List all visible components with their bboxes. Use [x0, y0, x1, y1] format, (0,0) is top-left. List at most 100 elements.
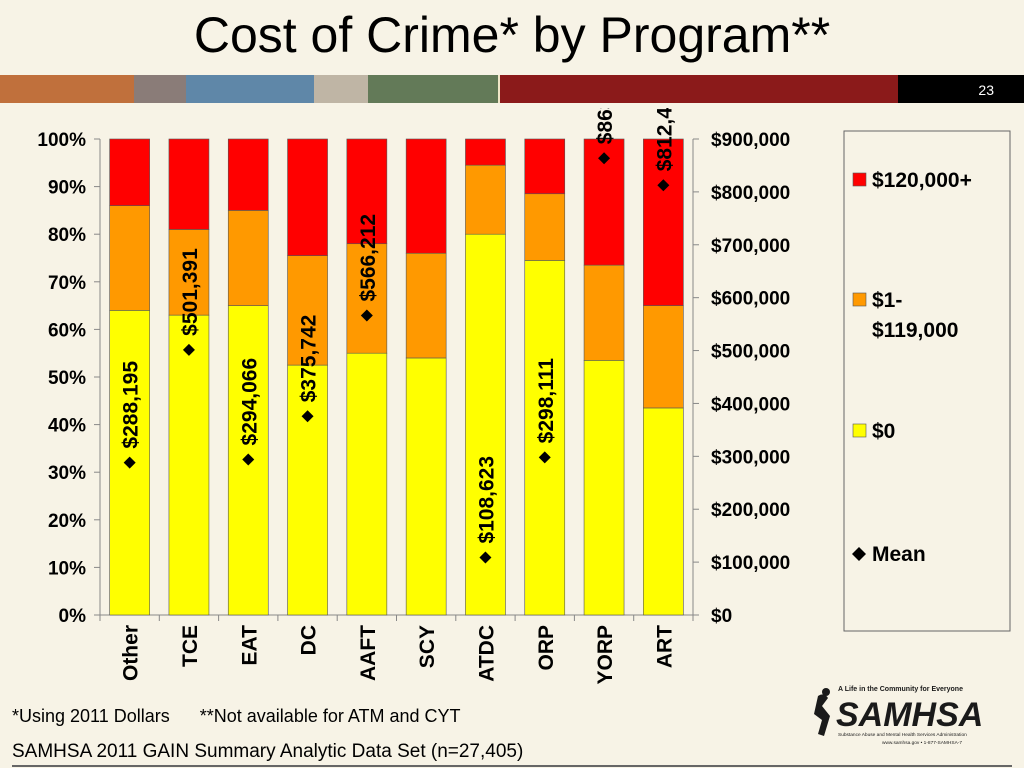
bar-segment	[168, 138, 210, 230]
bar-segment	[287, 138, 328, 256]
right-tick-label: $100,000	[711, 553, 790, 574]
bar-segment	[346, 138, 388, 245]
stripe-segment	[186, 75, 314, 103]
category-label: EAT	[238, 625, 261, 666]
left-tick-label: 0%	[59, 606, 87, 627]
head-icon	[822, 688, 830, 696]
right-tick-label: $400,000	[711, 394, 790, 415]
mean-value-label: $812,441	[653, 108, 676, 171]
left-tick-label: 40%	[48, 416, 86, 437]
category-label: AAFT	[357, 625, 380, 681]
bar-segment	[524, 193, 566, 261]
legend-diamond	[852, 547, 866, 561]
bar-segment	[227, 210, 269, 306]
page-title: Cost of Crime* by Program**	[193, 7, 831, 63]
mean-marker	[479, 551, 492, 564]
right-tick-label: $0	[711, 606, 732, 627]
legend-swatch	[852, 423, 867, 438]
chart-panel: 0% 10% 20% 30% 40% 50% 60% 70% 80% 90% 100% $0 $100,…	[6, 57, 1018, 700]
mean-value-label: $298,111	[535, 358, 558, 444]
left-tick-label: 50%	[48, 368, 86, 389]
mean-marker	[242, 453, 255, 466]
mean-value-label: $288,195	[120, 361, 143, 449]
samhsa-logo: A Life in the Community for Everyone SAM…	[814, 686, 983, 746]
bar-segment	[583, 264, 625, 361]
bar-segment	[643, 138, 684, 306]
bar-segment	[168, 314, 210, 616]
mean-marker	[598, 152, 611, 165]
bar-segment	[465, 138, 506, 166]
bar-segment	[109, 205, 150, 311]
legend-label: $1-	[872, 289, 902, 312]
stacked-bar-chart: 0% 10% 20% 30% 40% 50% 60% 70% 80% 90% 100% $0 $100,…	[37, 57, 1011, 685]
bar-segment	[583, 360, 625, 616]
legend-swatch	[852, 172, 867, 187]
right-tick-label: $600,000	[711, 289, 790, 310]
mean-value-label: $294,066	[238, 358, 261, 446]
bar-segment	[405, 357, 447, 616]
stripe-segment	[498, 75, 500, 103]
stripe-segment	[0, 75, 134, 103]
right-tick-label: $700,000	[711, 236, 790, 257]
left-tick-label: 70%	[48, 273, 86, 294]
bar-segment	[287, 364, 328, 616]
category-label: Other	[120, 625, 143, 681]
right-tick-label: $500,000	[711, 342, 790, 363]
bar-segment	[465, 164, 506, 235]
legend-label: $0	[872, 420, 895, 443]
footnote-dollars: *Using 2011 Dollars	[12, 706, 170, 726]
category-label: ART	[653, 625, 676, 668]
category-label: ATDC	[475, 625, 498, 682]
bar-segment	[524, 138, 566, 195]
bar-segment	[524, 260, 566, 616]
stripe-segment	[500, 75, 898, 103]
mean-value-label: $566,212	[357, 214, 380, 302]
legend-swatch	[852, 292, 867, 307]
legend-label: $119,000	[872, 319, 958, 342]
left-tick-label: 30%	[48, 463, 86, 484]
footnote-programs: **Not available for ATM and CYT	[199, 706, 461, 726]
bar-segment	[109, 138, 150, 206]
mean-marker	[182, 343, 195, 356]
left-tick-label: 20%	[48, 511, 86, 532]
bar-segment	[346, 243, 388, 354]
stripe-segment	[368, 75, 498, 103]
right-tick-label: $800,000	[711, 183, 790, 204]
stripe-segment	[134, 75, 186, 103]
figure-icon	[814, 694, 830, 736]
mean-value-label: $375,742	[298, 315, 321, 403]
legend-label: $120,000+	[872, 169, 972, 192]
mean-value-label: $501,391	[179, 248, 202, 336]
left-tick-label: 80%	[48, 225, 86, 246]
legend-label: Mean	[872, 543, 926, 566]
logo-subtitle: Substance Abuse and Mental Health Servic…	[838, 732, 967, 738]
mean-marker	[360, 309, 373, 322]
mean-marker	[123, 456, 136, 469]
logo-name: SAMHSA	[836, 696, 983, 734]
bar-segment	[643, 407, 684, 616]
right-tick-label: $900,000	[711, 130, 790, 151]
source-note: SAMHSA 2011 GAIN Summary Analytic Data S…	[12, 741, 524, 762]
category-label: SCY	[416, 625, 439, 668]
mean-marker	[538, 451, 551, 464]
mean-marker	[301, 410, 314, 423]
mean-value-label: $863,717	[594, 108, 617, 144]
footnote-row: *Using 2011 Dollars **Not available for …	[12, 706, 461, 727]
slide-number: 23	[898, 75, 1024, 103]
category-label: TCE	[179, 625, 202, 667]
bar-segment	[643, 305, 684, 409]
bar-segment	[465, 233, 506, 616]
category-label: YORP	[594, 625, 617, 685]
left-tick-label: 10%	[48, 558, 86, 579]
legend-box	[843, 130, 1011, 632]
stripe-segment	[314, 75, 368, 103]
bar-segment	[405, 252, 447, 359]
decorative-color-stripe	[0, 75, 1024, 103]
bar-segment	[405, 138, 447, 254]
left-tick-label: 90%	[48, 178, 86, 199]
mean-marker	[657, 179, 670, 192]
left-tick-label: 60%	[48, 320, 86, 341]
bottom-divider	[12, 765, 1012, 767]
left-tick-label: 100%	[37, 130, 86, 151]
right-tick-label: $200,000	[711, 500, 790, 521]
